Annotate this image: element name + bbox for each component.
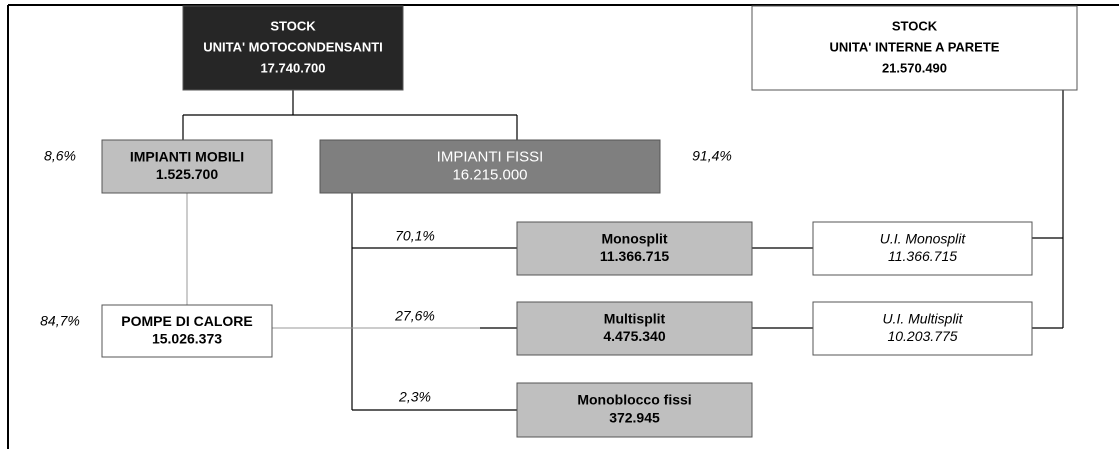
- percentage: 70,1%: [395, 228, 435, 244]
- percentage: 27,6%: [394, 308, 435, 324]
- node-label: IMPIANTI FISSI: [437, 149, 544, 166]
- node-box: [812, 221, 1033, 276]
- node-label: POMPE DI CALORE: [121, 313, 252, 329]
- node-label: IMPIANTI MOBILI: [130, 148, 244, 164]
- node-label: STOCK: [892, 18, 938, 33]
- node-label: U.I. Multisplit: [882, 310, 963, 326]
- node-label: 16.215.000: [452, 166, 527, 183]
- node-label: UNITA' INTERNE A PARETE: [830, 39, 1000, 54]
- node-box: [516, 221, 753, 276]
- node-label: UNITA' MOTOCONDENSANTI: [203, 39, 383, 54]
- node-label: STOCK: [270, 18, 316, 33]
- node-label: Monosplit: [601, 230, 667, 246]
- node-box: [516, 301, 753, 356]
- node-box: [751, 5, 1078, 91]
- node-box: [319, 139, 661, 194]
- node-label: 11.366.715: [600, 248, 670, 264]
- node-box: [182, 5, 404, 91]
- node-label: 10.203.775: [887, 328, 957, 344]
- node-label: 17.740.700: [260, 60, 325, 75]
- node-label: 21.570.490: [882, 60, 947, 75]
- node-label: 372.945: [609, 410, 660, 426]
- connector: [182, 90, 518, 140]
- connector: [1032, 90, 1064, 329]
- connectors: [182, 90, 1064, 411]
- node-label: Monoblocco fissi: [577, 392, 691, 408]
- node-label: U.I. Monosplit: [880, 230, 967, 246]
- connector: [351, 193, 517, 411]
- node-box: [812, 301, 1033, 356]
- node-label: 15.026.373: [152, 330, 222, 346]
- percentage: 2,3%: [398, 389, 431, 405]
- node-box: [516, 382, 753, 438]
- connector: [752, 247, 813, 329]
- percentage: 91,4%: [692, 148, 732, 164]
- percentage: 84,7%: [40, 313, 80, 329]
- node-box: [101, 139, 273, 194]
- node-label: Multisplit: [604, 310, 666, 326]
- node-box: [101, 304, 273, 358]
- node-label: 11.366.715: [888, 248, 957, 264]
- percentage: 8,6%: [44, 148, 76, 164]
- node-label: 1.525.700: [156, 166, 218, 182]
- node-label: 4.475.340: [603, 328, 665, 344]
